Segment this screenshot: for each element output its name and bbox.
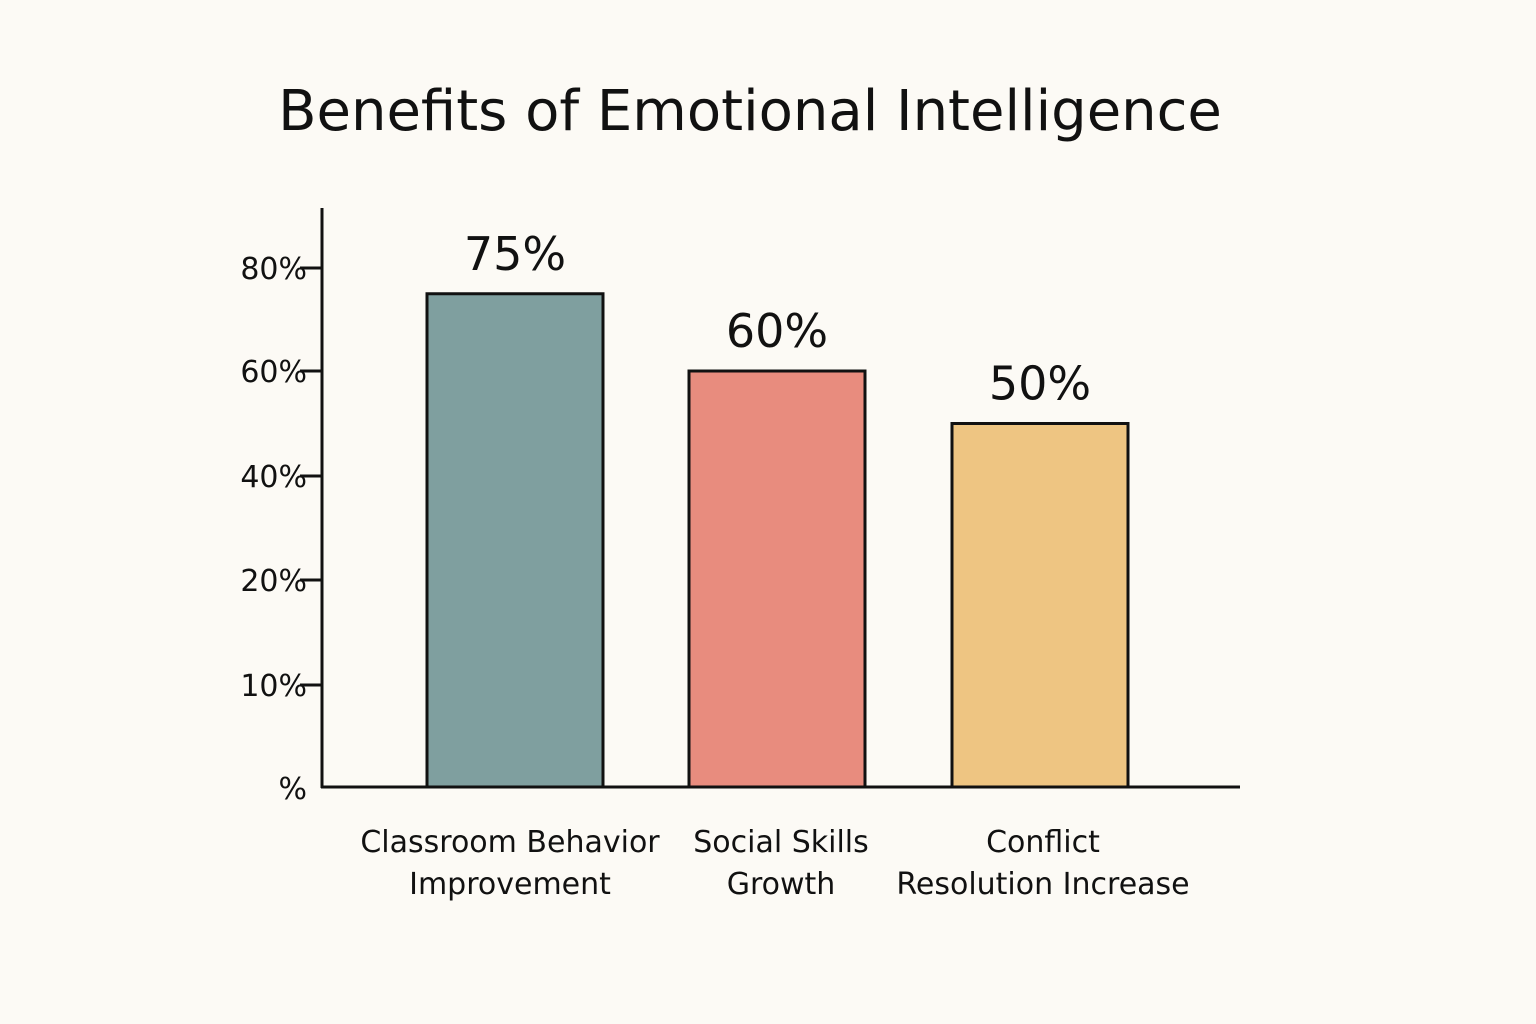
x-category-label: Improvement [409, 867, 611, 902]
y-tick-label: 20% [240, 564, 307, 599]
x-category-label: Growth [727, 867, 836, 902]
bars [425, 292, 1130, 789]
chart-title: Benefits of Emotional Intelligence [278, 79, 1222, 144]
x-category-label: Classroom Behavior [360, 825, 660, 860]
y-tick-label: 10% [240, 669, 307, 704]
y-tick-label: % [278, 772, 307, 807]
y-tick-label: 40% [240, 460, 307, 495]
y-tick-label: 60% [240, 355, 307, 390]
bar-value-label: 50% [989, 357, 1091, 411]
bar-value-label: 75% [464, 227, 566, 281]
bar [687, 369, 867, 789]
bar [425, 292, 605, 789]
bar [950, 422, 1130, 789]
x-category-label: Social Skills [693, 825, 869, 860]
y-tick-label: 80% [240, 252, 307, 287]
labels: % 10% 20% 40% 60% 80% 75% Classroom Behavior Imp… [240, 227, 1189, 902]
x-category-label: Resolution Increase [896, 867, 1189, 902]
x-category-label: Conflict [986, 825, 1100, 860]
bar-value-label: 60% [726, 304, 828, 358]
